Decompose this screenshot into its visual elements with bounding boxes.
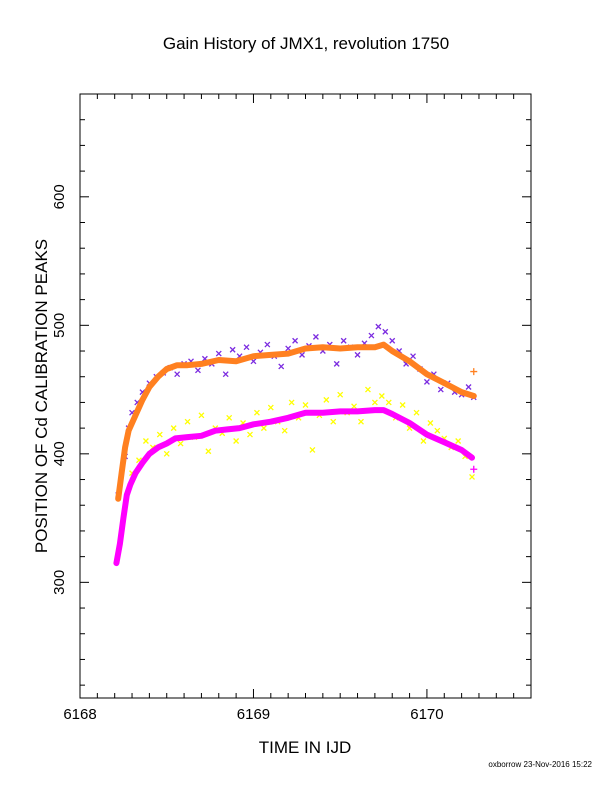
series-2-point — [469, 474, 475, 480]
series-2-point — [142, 438, 149, 444]
series-0-point — [389, 337, 396, 344]
series-2-point — [455, 438, 462, 444]
x-axis-label: TIME IN IJD — [258, 738, 352, 757]
series-3-line — [113, 407, 475, 567]
series-2-point — [351, 403, 358, 410]
series-5-point — [470, 368, 478, 376]
series-2-point — [309, 447, 316, 453]
chart-title: Gain History of JMX1, revolution 1750 — [162, 34, 450, 53]
series-0-point — [292, 337, 299, 344]
series-0-point — [423, 378, 430, 385]
series-2-point — [205, 448, 212, 455]
series-0-point — [410, 353, 417, 360]
series-4-point — [470, 465, 478, 473]
series-2-point — [288, 399, 295, 406]
series-2-point — [434, 427, 441, 434]
series-0-point — [215, 350, 222, 357]
series-0-point — [278, 363, 285, 370]
series-2-point — [371, 399, 378, 406]
series-2-point — [378, 393, 385, 399]
series-2-point — [253, 409, 260, 416]
series-0-point — [465, 384, 472, 390]
series-0-point — [229, 346, 236, 353]
y-axis-label: POSITION OF Cd CALIBRATION PEAKS — [32, 238, 51, 554]
y-tick-label: 400 — [51, 441, 68, 466]
series-1-line — [115, 341, 477, 502]
x-tick-label: 6170 — [410, 706, 443, 723]
series-2-point — [184, 418, 191, 425]
series-2-point — [226, 414, 233, 421]
x-tick-label: 6168 — [63, 706, 96, 723]
series-0-point — [222, 371, 229, 378]
series-0-point — [194, 367, 201, 374]
series-2-point — [177, 440, 184, 447]
series-0-point — [382, 328, 389, 335]
series-0-point — [437, 386, 444, 393]
y-tick-label: 500 — [51, 313, 68, 338]
series-0-point — [375, 323, 382, 330]
series-2-point — [198, 412, 205, 419]
series-0-point — [340, 337, 347, 344]
series-0-point — [368, 332, 375, 339]
series-2-point — [170, 425, 177, 432]
series-2-point — [358, 418, 364, 425]
series-2-point — [385, 399, 392, 406]
series-0-point — [243, 344, 250, 351]
series-2-point — [247, 431, 253, 438]
series-2-point — [156, 431, 163, 438]
series-2-point — [281, 427, 288, 434]
x-tick-label: 6169 — [237, 706, 270, 723]
series-0-point — [333, 360, 340, 367]
series-2-point — [163, 450, 170, 457]
series-2-point — [233, 438, 240, 444]
series-2-point — [323, 396, 330, 403]
series-0-point — [299, 351, 305, 358]
series-0-point — [354, 351, 361, 358]
series-2-point — [330, 418, 337, 425]
series-2-point — [427, 420, 434, 426]
series-2-point — [260, 425, 267, 432]
series-2-point — [413, 409, 420, 416]
series-2-point — [364, 386, 371, 393]
series-0-point — [312, 333, 319, 340]
y-tick-label: 300 — [51, 570, 68, 595]
series-2-point — [267, 404, 274, 411]
footer-stamp: oxborrow 23-Nov-2016 15:22 — [488, 760, 592, 769]
series-0-point — [264, 341, 271, 348]
series-2-point — [420, 438, 427, 444]
series-2-point — [399, 402, 406, 408]
series-2-point — [337, 391, 344, 398]
series-0-point — [174, 371, 181, 378]
series-2-point — [302, 402, 309, 408]
y-tick-label: 600 — [51, 184, 68, 209]
